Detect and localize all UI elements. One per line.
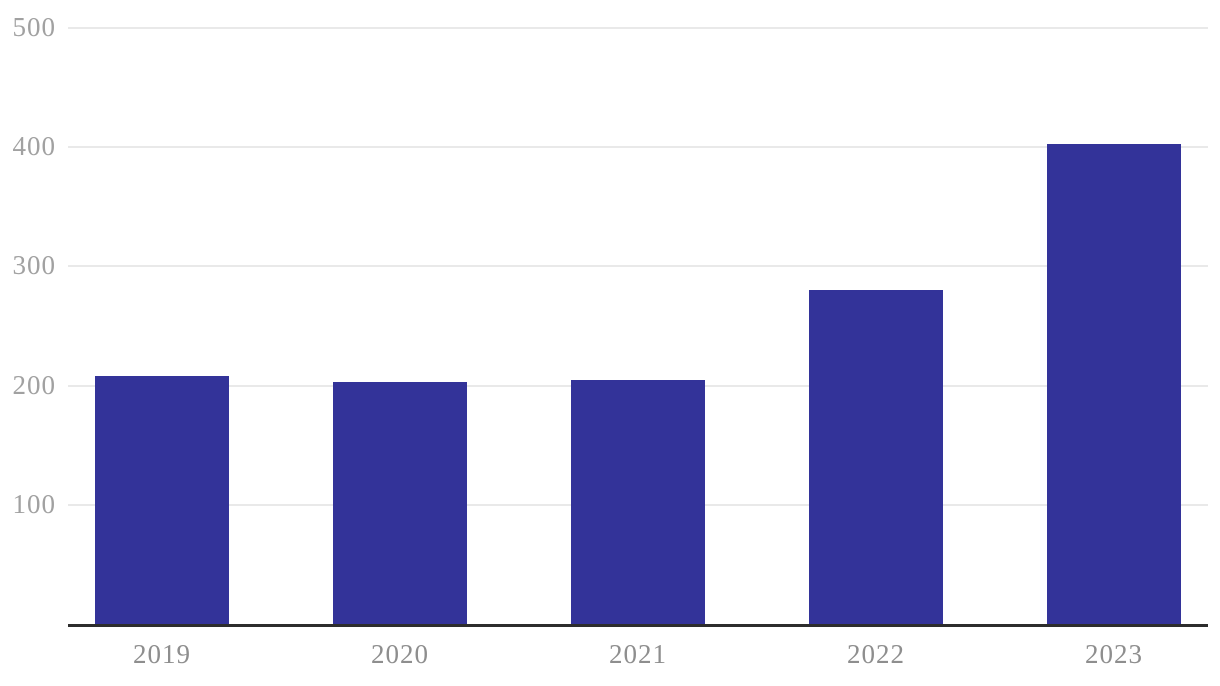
x-axis: 2019 2020 2021 2022 2023	[68, 639, 1208, 670]
bar-2020	[333, 382, 467, 624]
x-tick-label-2019: 2019	[133, 639, 191, 669]
bar-2019	[95, 376, 229, 624]
y-tick-label-300: 300	[12, 250, 56, 281]
gridline-500	[68, 27, 1208, 29]
gridline-300	[68, 265, 1208, 268]
bar-2023	[1047, 143, 1181, 624]
bar-2021	[571, 379, 705, 624]
x-tick-label-2023: 2023	[1085, 639, 1143, 669]
x-tick-label-2021: 2021	[609, 639, 667, 669]
plot-area	[68, 27, 1208, 627]
y-tick-label-200: 200	[12, 369, 56, 400]
x-tick-label-2020: 2020	[371, 639, 429, 669]
gridline-400	[68, 146, 1208, 149]
y-tick-label-500: 500	[12, 12, 56, 42]
bar-series	[68, 28, 1208, 624]
y-tick-label-400: 400	[12, 131, 56, 162]
bar-2022	[809, 290, 943, 624]
y-tick-label-100: 100	[12, 488, 56, 519]
x-tick-label-2022: 2022	[847, 639, 905, 669]
